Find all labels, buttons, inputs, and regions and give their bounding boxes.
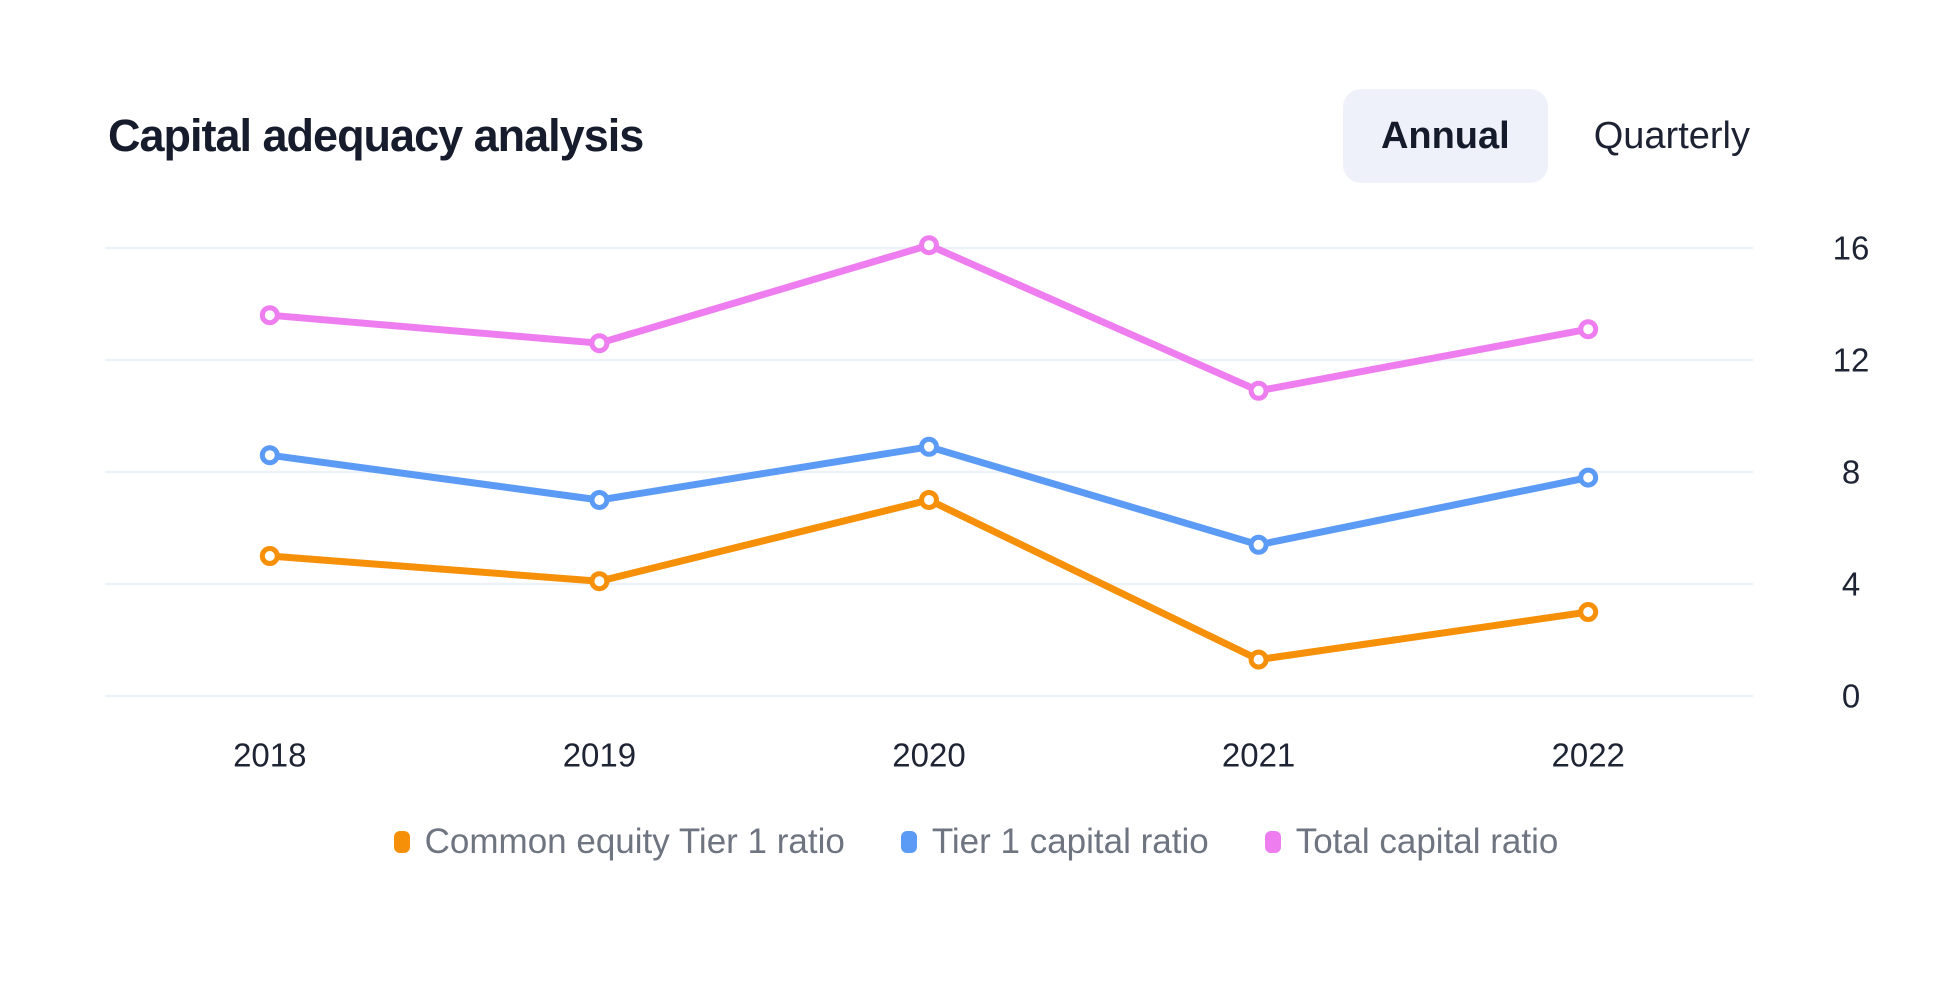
legend-label: Total capital ratio xyxy=(1295,822,1559,861)
chart-legend: Common equity Tier 1 ratio Tier 1 capital… xyxy=(0,822,1952,862)
data-point-total-capital-ratio-2020 xyxy=(919,235,939,256)
y-axis-label-8: 8 xyxy=(1842,454,1860,491)
x-axis-label-2022: 2022 xyxy=(1551,737,1624,774)
legend-item-common-equity-tier-1-ratio[interactable]: Common equity Tier 1 ratio xyxy=(393,822,845,862)
data-point-tier-1-capital-ratio-2018 xyxy=(259,445,280,466)
legend-swatch-icon xyxy=(393,831,410,853)
series-line-total-capital-ratio xyxy=(266,241,1592,395)
legend-item-tier-1-capital-ratio[interactable]: Tier 1 capital ratio xyxy=(900,822,1209,862)
x-axis-label-2021: 2021 xyxy=(1222,737,1295,774)
y-axis-label-16: 16 xyxy=(1833,230,1870,267)
data-point-tier-1-capital-ratio-2020 xyxy=(919,436,939,457)
y-axis-label-0: 0 xyxy=(1842,678,1860,715)
legend-label: Common equity Tier 1 ratio xyxy=(424,822,845,861)
data-point-common-equity-tier-1-ratio-2020 xyxy=(919,490,939,510)
legend-swatch-icon xyxy=(900,831,917,853)
data-point-tier-1-capital-ratio-2019 xyxy=(589,490,610,510)
series-line-common-equity-tier-1-ratio xyxy=(266,496,1592,664)
line-chart-canvas: 0 4 8 12 16 2018 2019 2020 2021 2022 xyxy=(105,230,1870,774)
x-axis-label-2019: 2019 xyxy=(563,737,636,774)
legend-label: Tier 1 capital ratio xyxy=(931,822,1209,861)
data-point-total-capital-ratio-2021 xyxy=(1248,380,1269,401)
period-toggle: Annual Quarterly xyxy=(1342,89,1788,183)
page-title: Capital adequacy analysis xyxy=(108,110,644,161)
data-point-tier-1-capital-ratio-2021 xyxy=(1248,534,1269,555)
toggle-option-quarterly[interactable]: Quarterly xyxy=(1593,115,1750,157)
legend-swatch-icon xyxy=(1264,831,1281,853)
x-axis-label-2018: 2018 xyxy=(233,737,306,774)
data-point-total-capital-ratio-2019 xyxy=(589,333,610,354)
legend-item-total-capital-ratio[interactable]: Total capital ratio xyxy=(1264,822,1559,862)
y-axis-label-12: 12 xyxy=(1833,342,1870,379)
data-point-common-equity-tier-1-ratio-2021 xyxy=(1248,649,1269,670)
data-point-common-equity-tier-1-ratio-2022 xyxy=(1578,602,1599,622)
toggle-option-annual[interactable]: Annual xyxy=(1342,89,1548,183)
data-point-common-equity-tier-1-ratio-2019 xyxy=(589,571,610,592)
data-point-total-capital-ratio-2018 xyxy=(259,305,280,326)
y-axis-label-4: 4 xyxy=(1842,566,1860,603)
x-axis-label-2020: 2020 xyxy=(892,737,965,774)
data-point-total-capital-ratio-2022 xyxy=(1578,319,1599,340)
panel-header: Capital adequacy analysis Annual Quarterl… xyxy=(108,84,1788,188)
data-point-tier-1-capital-ratio-2022 xyxy=(1578,467,1599,488)
data-point-common-equity-tier-1-ratio-2018 xyxy=(259,546,280,566)
